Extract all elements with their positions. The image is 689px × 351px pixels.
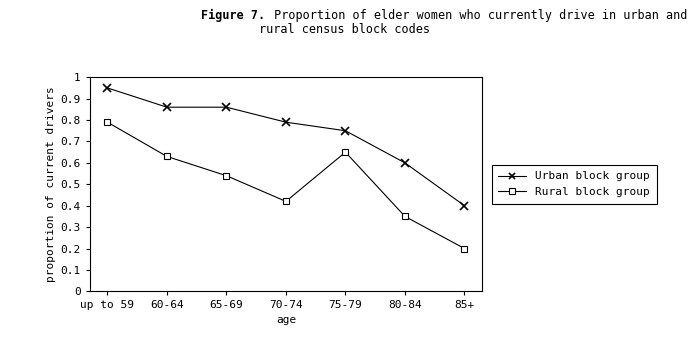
Rural block group [163, 154, 171, 159]
Line: Rural block group: Rural block group [104, 119, 468, 252]
Rural block group [223, 174, 231, 178]
Text: Proportion of elder women who currently drive in urban and: Proportion of elder women who currently … [267, 9, 687, 22]
Urban block group [163, 105, 171, 109]
Urban block group [341, 128, 349, 133]
Urban block group [223, 105, 231, 109]
X-axis label: age: age [276, 314, 296, 325]
Urban block group [103, 86, 112, 90]
Text: Figure 7.: Figure 7. [201, 9, 265, 22]
Line: Urban block group: Urban block group [103, 84, 469, 210]
Urban block group [401, 161, 409, 165]
Rural block group [460, 246, 469, 251]
Text: rural census block codes: rural census block codes [259, 23, 430, 36]
Y-axis label: proportion of current drivers: proportion of current drivers [46, 86, 56, 282]
Rural block group [341, 150, 349, 154]
Rural block group [401, 214, 409, 218]
Legend: Urban block group, Rural block group: Urban block group, Rural block group [492, 165, 657, 204]
Rural block group [103, 120, 112, 124]
Urban block group [460, 204, 469, 208]
Rural block group [282, 199, 290, 204]
Urban block group [282, 120, 290, 124]
